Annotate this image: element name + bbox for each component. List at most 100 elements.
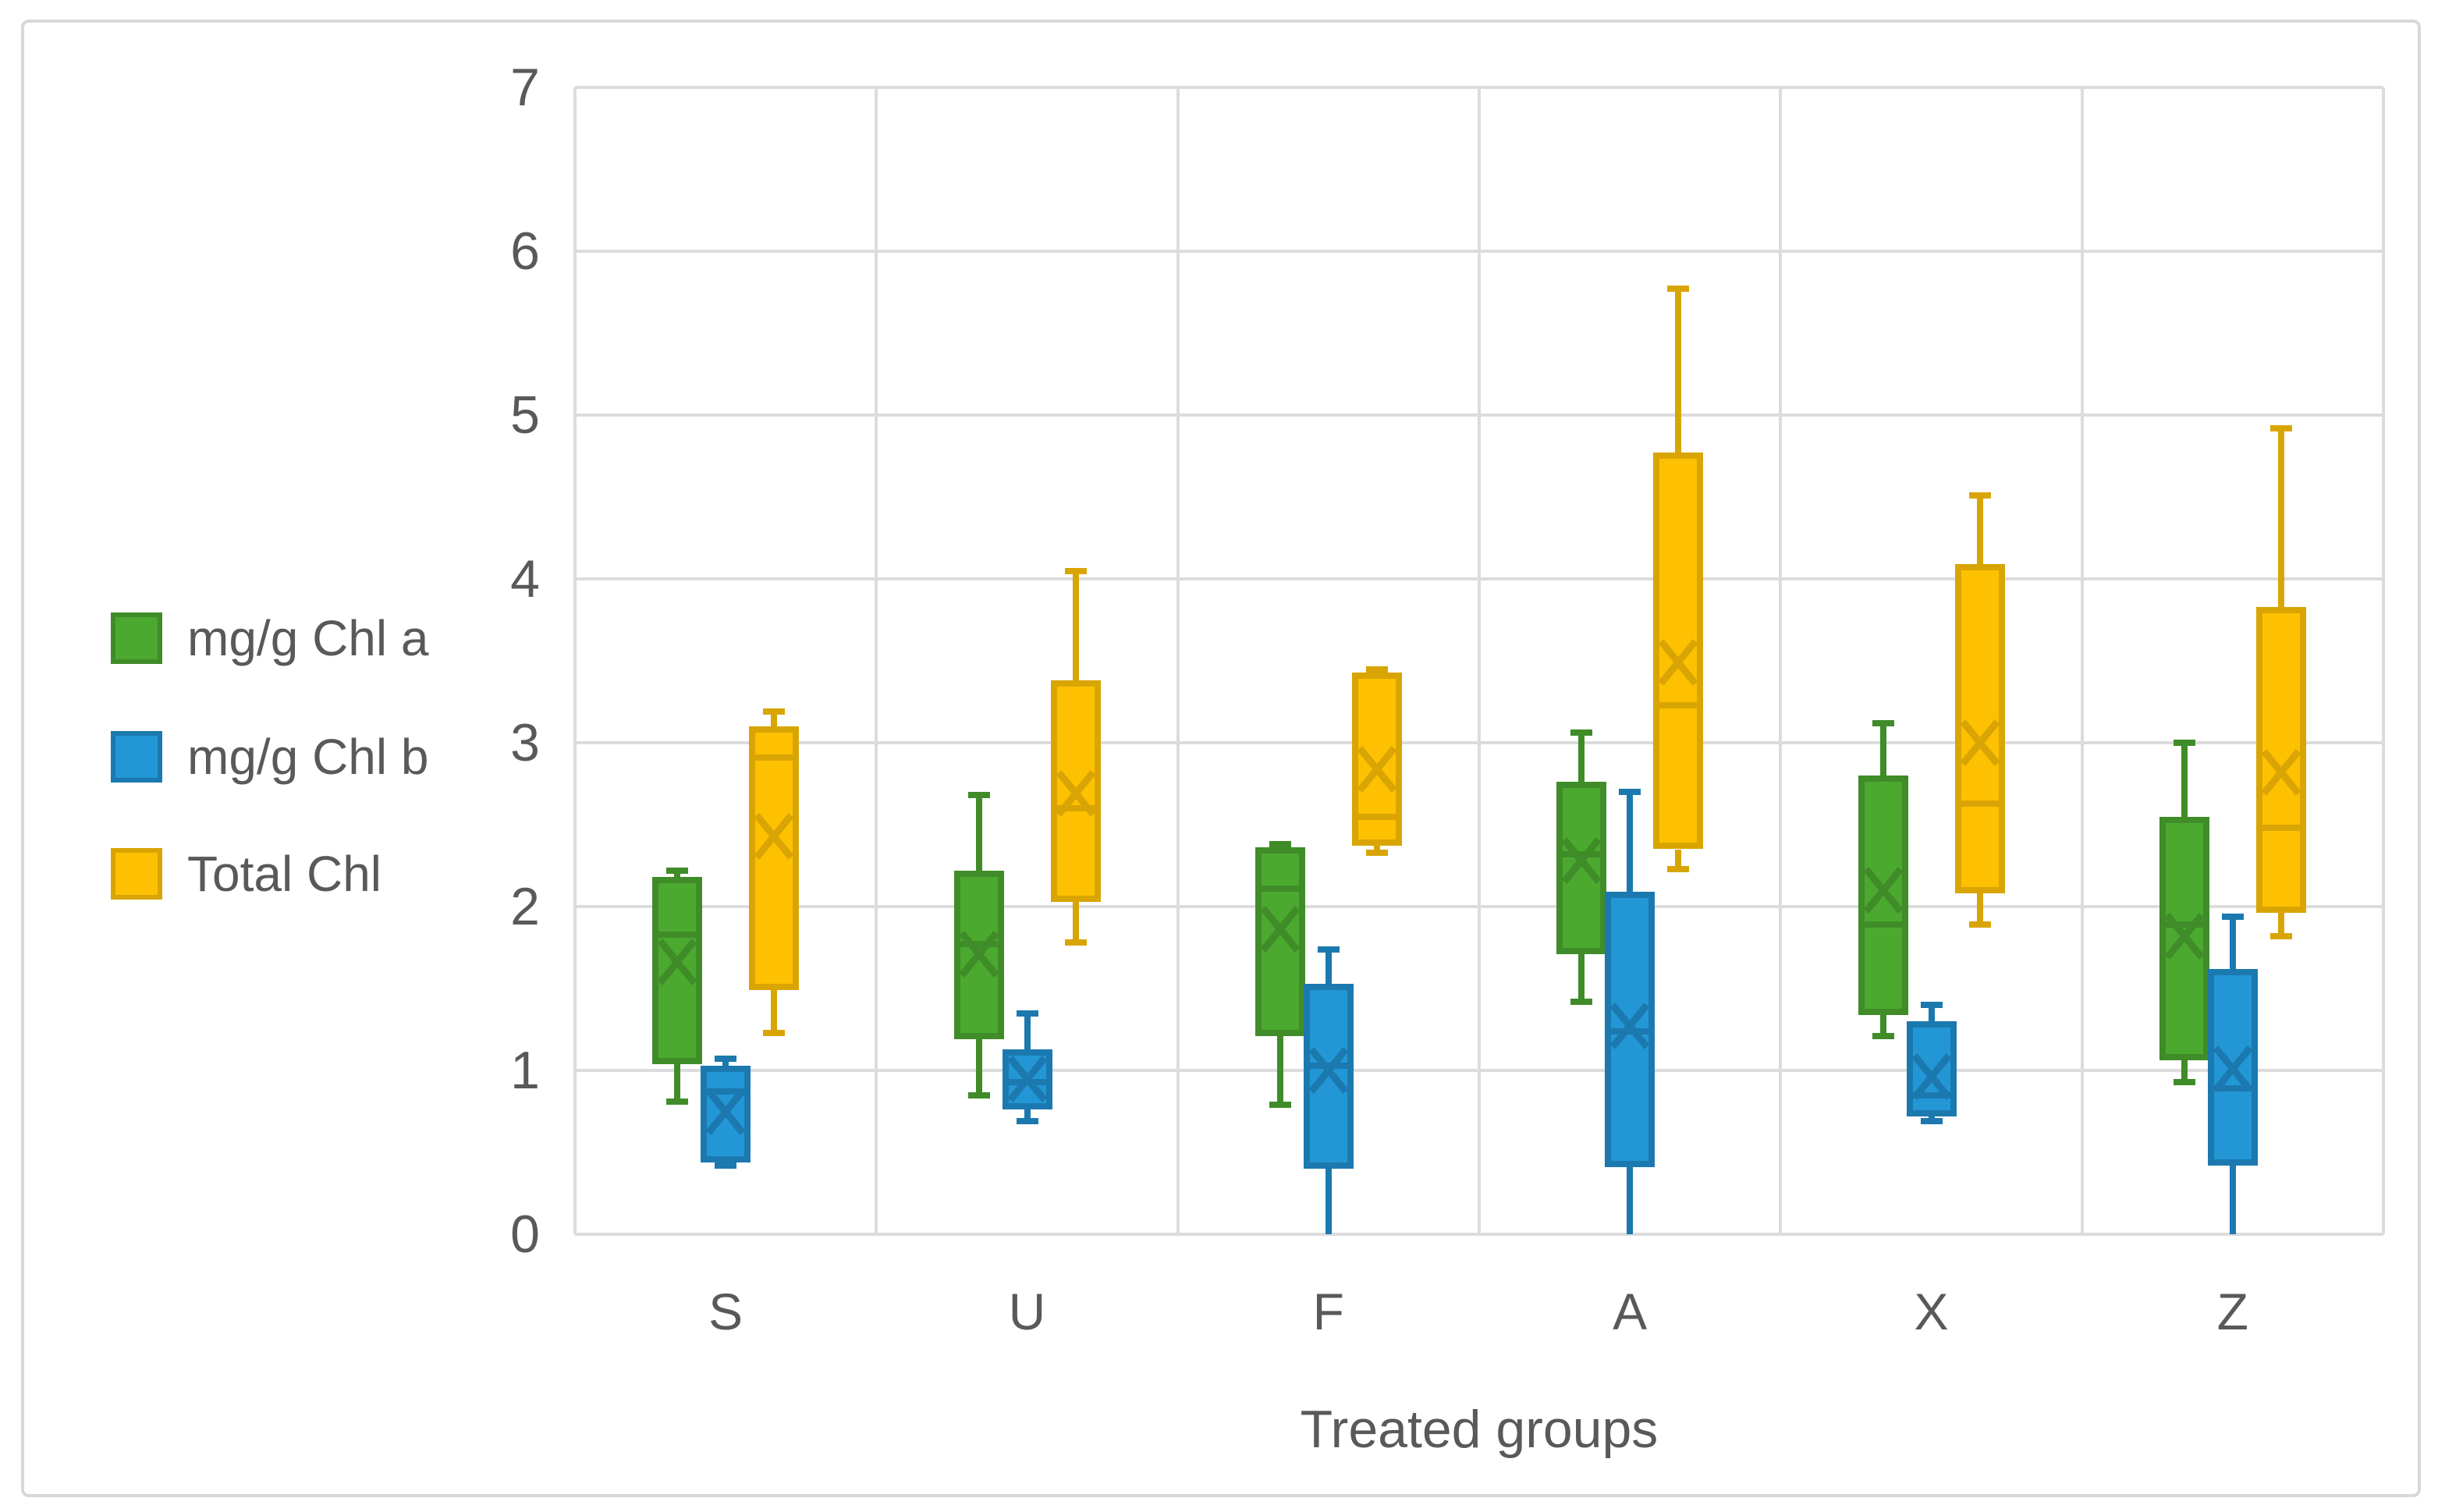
legend-swatch-icon <box>111 848 162 900</box>
whisker-lower-cap <box>1968 921 1991 928</box>
mean-marker <box>1007 1053 1048 1105</box>
whisker-lower-cap <box>967 1091 990 1099</box>
whisker-lower-stem <box>1675 849 1682 869</box>
mean-marker <box>705 1086 746 1138</box>
whisker-upper-stem <box>2229 916 2236 969</box>
whisker-lower-stem <box>975 1039 982 1095</box>
gridline-vertical <box>1478 87 1481 1234</box>
gridline-vertical <box>1779 87 1783 1234</box>
whisker-upper-cap <box>1365 665 1388 673</box>
median-line <box>1658 701 1699 708</box>
mean-marker <box>2261 747 2301 798</box>
median-line <box>1911 1091 1952 1099</box>
whisker-upper-cap <box>715 1056 737 1063</box>
whisker-lower-stem <box>2229 1165 2236 1234</box>
median-line <box>754 754 795 761</box>
whisker-upper-cap <box>2269 424 2292 431</box>
box-chl-b-X <box>1906 1021 1957 1116</box>
whisker-upper-cap <box>1920 1002 1943 1008</box>
whisker-upper-cap <box>666 867 689 874</box>
x-tick-label: X <box>1914 1283 1949 1340</box>
whisker-lower-cap <box>1269 1102 1291 1109</box>
mean-marker <box>1056 768 1096 819</box>
whisker-lower-cap <box>1667 865 1690 872</box>
whisker-lower-stem <box>1325 1169 1332 1234</box>
box-chl-a-Z <box>2159 816 2209 1061</box>
x-tick-label: S <box>708 1283 743 1340</box>
box-total-chl-S <box>749 726 800 991</box>
whisker-lower-stem <box>2277 913 2284 936</box>
box-total-chl-X <box>1954 564 2005 894</box>
whisker-lower-stem <box>1373 846 1380 853</box>
whisker-lower-stem <box>674 1063 681 1102</box>
legend-label: mg/g Chl a <box>187 610 429 666</box>
whisker-upper-cap <box>2221 913 2244 920</box>
whisker-lower-cap <box>666 1098 689 1105</box>
whisker-upper-cap <box>2173 740 2195 746</box>
mean-marker <box>1658 637 1698 688</box>
whisker-lower-cap <box>2173 1078 2195 1085</box>
x-tick-label: A <box>1613 1283 1648 1340</box>
mean-marker <box>2213 1043 2253 1095</box>
y-tick-label: 4 <box>510 549 540 609</box>
mean-marker <box>959 928 999 980</box>
median-line <box>2163 921 2205 928</box>
median-line <box>1959 800 2000 807</box>
box-chl-a-F <box>1254 847 1305 1036</box>
median-line <box>958 941 999 948</box>
y-tick-label: 3 <box>510 713 540 772</box>
whisker-upper-cap <box>1317 946 1340 953</box>
whisker-upper-cap <box>1872 719 1894 726</box>
median-line <box>1055 805 1096 811</box>
gridline-vertical <box>875 87 878 1234</box>
legend-item: Total Chl <box>111 846 579 902</box>
x-tick-label: U <box>1008 1283 1046 1340</box>
whisker-lower-cap <box>1570 998 1593 1005</box>
mean-marker <box>1911 1051 1952 1102</box>
legend-swatch-icon <box>111 612 162 664</box>
whisker-lower-cap <box>1365 849 1388 856</box>
whisker-upper-stem <box>1024 1013 1031 1049</box>
chart-outer-frame <box>21 20 2421 1497</box>
whisker-upper-stem <box>674 870 681 878</box>
legend-item: mg/g Chl b <box>111 729 579 785</box>
whisker-lower-stem <box>1627 1166 1634 1234</box>
y-tick-label: 1 <box>510 1041 540 1100</box>
whisker-lower-stem <box>1976 893 1983 925</box>
whisker-upper-stem <box>722 1059 729 1066</box>
whisker-upper-cap <box>1269 841 1291 848</box>
whisker-upper-stem <box>1627 792 1634 893</box>
whisker-lower-cap <box>1016 1118 1038 1125</box>
whisker-upper-cap <box>1968 492 1991 499</box>
legend-label: Total Chl <box>187 846 381 902</box>
whisker-upper-stem <box>2181 743 2188 817</box>
whisker-lower-cap <box>763 1029 786 1036</box>
mean-marker <box>1357 744 1397 795</box>
median-line <box>1259 885 1301 892</box>
y-tick-label: 5 <box>510 385 540 445</box>
whisker-upper-stem <box>1675 289 1682 453</box>
whisker-lower-cap <box>2269 932 2292 939</box>
x-axis-title: Treated groups <box>1300 1400 1659 1459</box>
gridline-vertical <box>573 87 577 1234</box>
gridline-vertical <box>2080 87 2084 1234</box>
whisker-lower-stem <box>1024 1109 1031 1122</box>
gridline-horizontal <box>575 1233 2383 1236</box>
whisker-upper-cap <box>1016 1010 1038 1017</box>
whisker-lower-stem <box>1276 1035 1283 1106</box>
legend-swatch-icon <box>111 731 162 783</box>
whisker-lower-stem <box>771 990 778 1033</box>
whisker-upper-stem <box>1072 570 1079 681</box>
mean-marker <box>1260 903 1301 955</box>
median-line <box>705 1088 747 1095</box>
y-tick-label: 7 <box>510 58 540 117</box>
whisker-lower-cap <box>1920 1118 1943 1125</box>
whisker-upper-cap <box>763 708 786 715</box>
whisker-upper-stem <box>1928 1005 1935 1021</box>
box-total-chl-Z <box>2255 606 2306 914</box>
median-line <box>657 931 698 938</box>
whisker-upper-stem <box>1879 722 1886 776</box>
box-chl-a-S <box>652 877 703 1064</box>
whisker-upper-cap <box>1570 729 1593 736</box>
median-line <box>1561 850 1602 857</box>
